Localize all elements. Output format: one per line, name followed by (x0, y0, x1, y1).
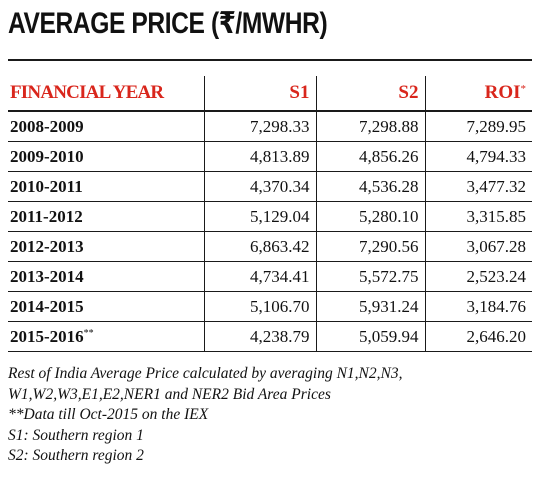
cell-financial-year: 2009-2010 (8, 141, 204, 172)
footnote-line: W1,W2,W3,E1,E2,NER1 and NER2 Bid Area Pr… (8, 385, 331, 403)
cell-s1: 4,238.79 (203, 321, 316, 352)
year-label: 2008-2009 (10, 116, 84, 136)
year-label: 2015-2016 (10, 326, 84, 346)
cell-s1: 4,734.41 (203, 261, 316, 292)
cell-s2: 5,059.94 (315, 321, 425, 352)
cell-roi: 3,315.85 (424, 201, 532, 232)
table-header-row: FINANCIAL YEAR S1 S2 ROI* (8, 76, 532, 112)
cell-s1: 6,863.42 (203, 231, 316, 262)
footnote-line: S1: Southern region 1 (8, 426, 144, 444)
cell-s1: 4,370.34 (203, 171, 316, 202)
table-row: 2012-2013 6,863.42 7,290.56 3,067.28 (8, 231, 532, 262)
table-row: 2010-2011 4,370.34 4,536.28 3,477.32 (8, 171, 532, 202)
table-row: 2008-2009 7,298.33 7,298.88 7,289.95 (8, 111, 532, 142)
year-label: 2011-2012 (10, 206, 83, 226)
table-row: 2014-2015 5,106.70 5,931.24 3,184.76 (8, 291, 532, 322)
year-label: 2009-2010 (10, 146, 84, 166)
cell-s1: 7,298.33 (203, 111, 316, 142)
year-label: 2012-2013 (10, 236, 84, 256)
average-price-table: FINANCIAL YEAR S1 S2 ROI* 2008-2009 7,29… (8, 76, 532, 352)
footnotes: Rest of India Average Price calculated b… (8, 364, 538, 467)
cell-financial-year: 2010-2011 (8, 171, 204, 202)
page-title: AVERAGE PRICE (₹/MWHR) (8, 7, 328, 40)
column-header-financial-year: FINANCIAL YEAR (8, 76, 204, 112)
cell-s2: 4,856.26 (315, 141, 425, 172)
year-footnote-marker: ** (83, 327, 94, 339)
cell-financial-year: 2012-2013 (8, 231, 204, 262)
cell-roi: 3,067.28 (424, 231, 532, 262)
year-label: 2013-2014 (10, 266, 84, 286)
cell-roi: 3,184.76 (424, 291, 532, 322)
cell-financial-year: 2015-2016** (8, 321, 204, 352)
cell-roi: 2,523.24 (424, 261, 532, 292)
cell-s2: 4,536.28 (315, 171, 425, 202)
cell-roi: 4,794.33 (424, 141, 532, 172)
cell-s2: 5,572.75 (315, 261, 425, 292)
column-header-roi: ROI* (424, 76, 532, 112)
cell-s2: 7,290.56 (315, 231, 425, 262)
cell-financial-year: 2013-2014 (8, 261, 204, 292)
cell-roi: 7,289.95 (424, 111, 532, 142)
cell-s1: 4,813.89 (203, 141, 316, 172)
table-row: 2013-2014 4,734.41 5,572.75 2,523.24 (8, 261, 532, 292)
year-label: 2014-2015 (10, 296, 84, 316)
table-row: 2015-2016** 4,238.79 5,059.94 2,646.20 (8, 321, 532, 352)
roi-footnote-marker: * (520, 83, 527, 95)
cell-s2: 5,931.24 (315, 291, 425, 322)
cell-s2: 5,280.10 (315, 201, 425, 232)
year-label: 2010-2011 (10, 176, 83, 196)
cell-s1: 5,106.70 (203, 291, 316, 322)
footnote-line: Rest of India Average Price calculated b… (8, 365, 403, 382)
table-row: 2011-2012 5,129.04 5,280.10 3,315.85 (8, 201, 532, 232)
footnote-line: S2: Southern region 2 (8, 447, 144, 464)
column-header-s1: S1 (203, 76, 316, 112)
cell-s2: 7,298.88 (315, 111, 425, 142)
cell-roi: 3,477.32 (424, 171, 532, 202)
footnote-line: **Data till Oct-2015 on the IEX (8, 406, 209, 423)
column-header-roi-label: ROI (484, 82, 521, 103)
cell-s1: 5,129.04 (203, 201, 316, 232)
cell-financial-year: 2014-2015 (8, 291, 204, 322)
cell-financial-year: 2011-2012 (8, 201, 204, 232)
cell-roi: 2,646.20 (424, 321, 532, 352)
title-divider (8, 59, 532, 61)
table-row: 2009-2010 4,813.89 4,856.26 4,794.33 (8, 141, 532, 172)
cell-financial-year: 2008-2009 (8, 111, 204, 142)
column-header-s2: S2 (315, 76, 425, 112)
